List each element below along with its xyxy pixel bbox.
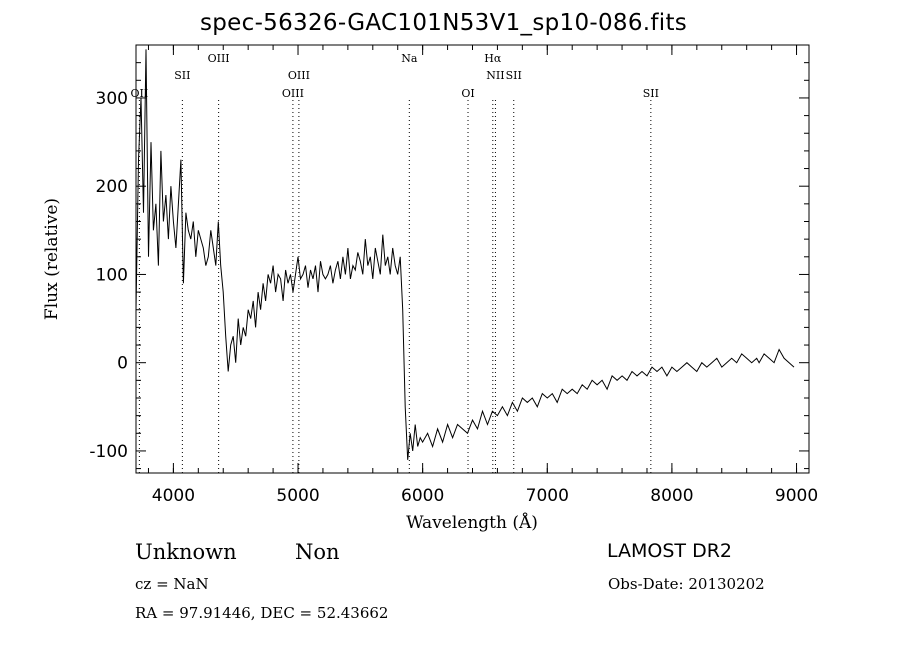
y-tick-label: 0 [117,354,128,374]
line-marker-label: OI [461,87,474,100]
line-marker-label: Na [401,52,418,65]
spectrum-line [135,49,795,460]
x-tick-label: 4000 [152,486,195,506]
subclass-label: Non [295,540,340,564]
chart-title: spec-56326-GAC101N53V1_sp10-086.fits [200,10,688,36]
line-marker-label: NII [486,69,504,82]
x-tick-label: 5000 [276,486,319,506]
line-marker-label: OII [131,87,149,100]
line-marker-label: OIII [208,52,230,65]
y-tick-label: 300 [96,89,128,109]
survey-label: LAMOST DR2 [607,540,732,562]
x-tick-label: 8000 [650,486,693,506]
redshift-label: cz = NaN [135,575,209,593]
x-axis-label: Wavelength (Å) [406,512,538,533]
x-tick-label: 9000 [775,486,818,506]
y-tick-label: 100 [96,265,128,285]
line-marker-label: SII [506,69,522,82]
line-marker-label: SII [174,69,190,82]
class-label: Unknown [135,540,237,564]
plot-frame [135,44,810,474]
coordinates-label: RA = 97.91446, DEC = 52.43662 [135,604,389,622]
line-marker-label: SII [643,87,659,100]
y-tick-label: 200 [96,177,128,197]
x-tick-label: 6000 [401,486,444,506]
y-axis-label: Flux (relative) [42,198,62,320]
obs-date-label: Obs-Date: 20130202 [608,575,765,593]
line-marker-label: Hα [484,52,502,65]
axis-ticks: 4000 5000 6000 7000 8000 9000 -100 0 100 200 300 [89,45,818,506]
y-tick-label: -100 [89,442,128,462]
line-marker-label: OIII [282,87,304,100]
x-tick-label: 7000 [526,486,569,506]
line-marker-label: OIII [288,69,310,82]
